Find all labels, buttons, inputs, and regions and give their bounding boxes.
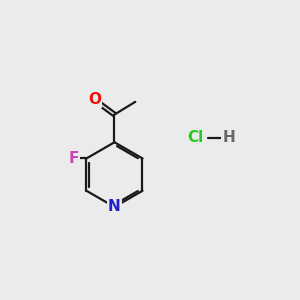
- Text: H: H: [223, 130, 235, 145]
- Text: F: F: [69, 151, 79, 166]
- Text: Cl: Cl: [187, 130, 203, 145]
- Text: O: O: [88, 92, 101, 107]
- Text: N: N: [108, 200, 121, 214]
